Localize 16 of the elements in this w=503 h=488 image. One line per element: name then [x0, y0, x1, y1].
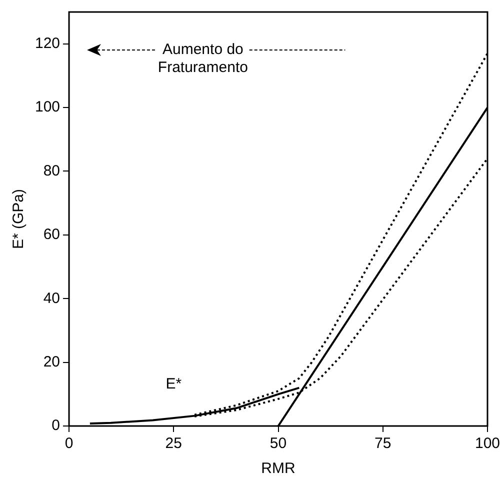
annotation: Aumento do Fraturamento [158, 41, 248, 76]
y-axis-title: E* (GPa) [10, 188, 28, 250]
annotation: E* [166, 376, 182, 393]
y-tick-label: 60 [43, 226, 60, 244]
y-tick-label: 0 [52, 417, 60, 434]
x-tick-label: 50 [270, 435, 287, 452]
x-axis-title: RMR [261, 460, 296, 478]
y-tick-label: 40 [43, 290, 60, 307]
x-tick-label: 0 [64, 435, 74, 452]
y-tick-label: 100 [34, 98, 60, 116]
x-tick-label: 25 [165, 435, 182, 452]
y-tick-label: 80 [43, 162, 60, 180]
y-tick-label: 20 [43, 353, 60, 370]
y-tick-label: 120 [34, 34, 60, 52]
x-tick-label: 100 [474, 435, 500, 452]
x-tick-label: 75 [374, 435, 392, 452]
